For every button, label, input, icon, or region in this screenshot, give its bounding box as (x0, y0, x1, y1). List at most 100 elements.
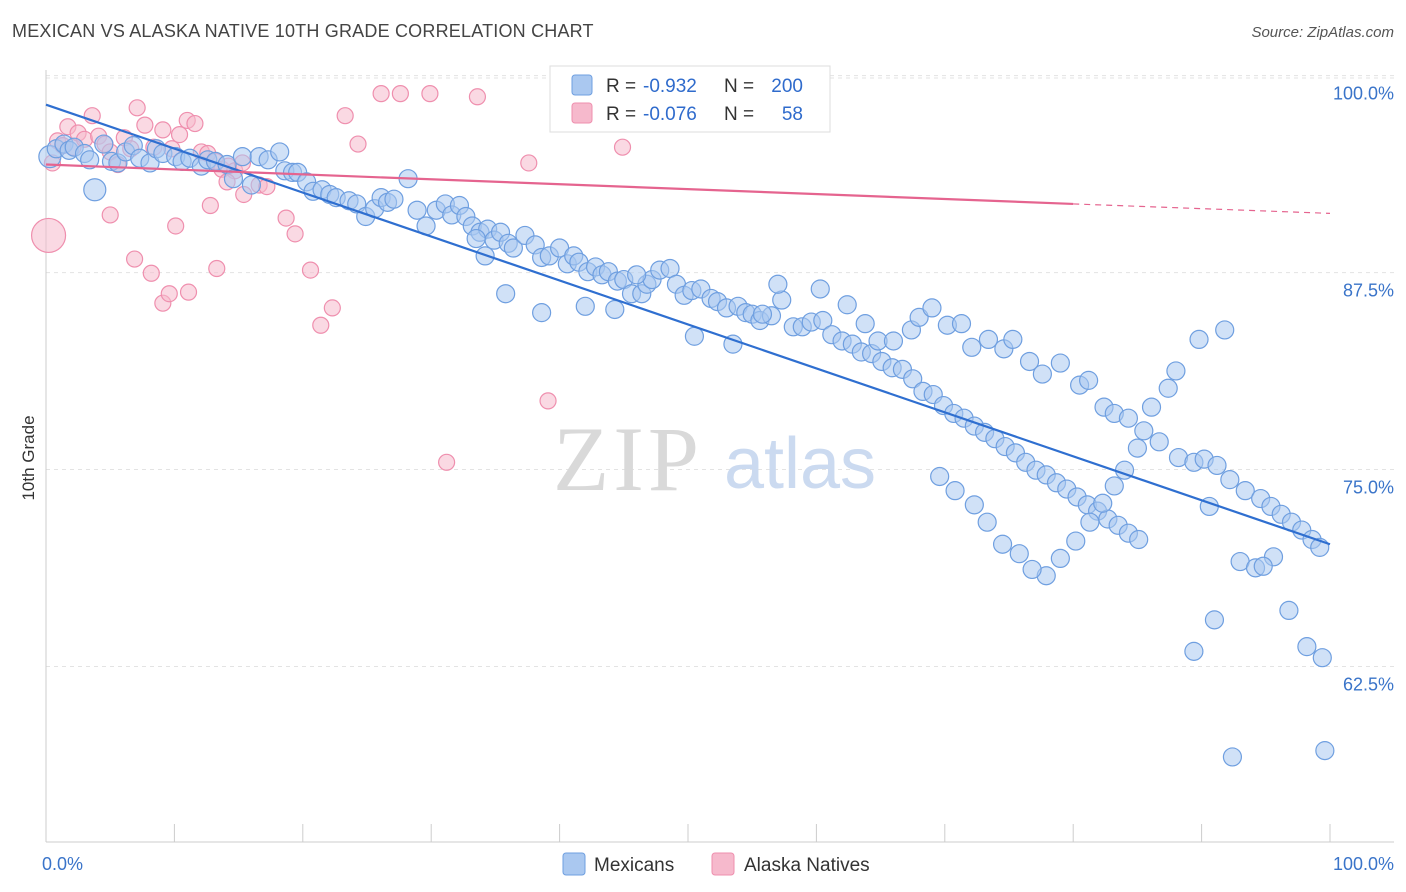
alaska-native-point (201, 196, 219, 215)
alaska-native-point (136, 116, 154, 134)
alaska-native-point (167, 217, 185, 235)
legend-r-label: R = (606, 76, 636, 97)
mexican-point (772, 290, 792, 310)
mexican-point (627, 265, 647, 285)
mexican-point (94, 134, 114, 154)
mexican-point (1166, 361, 1186, 381)
chart-source: Source: ZipAtlas.com (1251, 24, 1394, 41)
mexican-point (909, 307, 929, 327)
mexican-point (883, 331, 904, 351)
mexican-point (930, 466, 950, 487)
alaska-native-point (170, 125, 189, 144)
mexican-point (1050, 548, 1070, 569)
alaska-native-point (421, 85, 439, 103)
stats-legend: R = -0.932 N = 200 R = -0.076 N = 58 (549, 65, 831, 133)
alaska-native-point (336, 107, 354, 125)
mexican-point (1253, 556, 1273, 576)
mexican-point (1297, 637, 1317, 657)
y-tick-labels: 62.5% 75.0% 87.5% 100.0% (1333, 84, 1394, 695)
x-tick-label: 0.0% (42, 854, 83, 874)
watermark-atlas: atlas (724, 424, 876, 504)
alaska-trend-line (45, 163, 1074, 206)
axes (45, 70, 1394, 843)
mexican-point (270, 142, 290, 162)
x-tick-label: 100.0% (1333, 854, 1394, 874)
mexican-point (922, 298, 942, 318)
trend-lines (45, 103, 1331, 546)
mexicans-points (38, 134, 1335, 767)
mexican-point (532, 303, 552, 323)
mexican-point (605, 299, 625, 320)
alaska-native-point (128, 99, 146, 117)
mexican-point (951, 314, 972, 334)
y-tick-label: 87.5% (1343, 281, 1394, 301)
mexican-point (1220, 470, 1240, 490)
mexican-point (978, 329, 999, 350)
mexican-point (496, 284, 516, 304)
mexican-point (1184, 641, 1204, 661)
series-label-alaska: Alaska Natives (744, 855, 870, 876)
mexican-point (1129, 529, 1149, 550)
alaska-trend-extension (1073, 203, 1331, 214)
legend-n-value: 200 (771, 76, 803, 97)
mexican-point (1050, 353, 1070, 373)
alaska-native-point (160, 285, 178, 303)
watermark-zip: ZIP (553, 408, 703, 510)
mexican-point (503, 238, 523, 258)
mexican-point (1066, 531, 1086, 551)
mexican-point (384, 189, 404, 209)
mexican-point (977, 512, 997, 532)
alaska-native-point (301, 261, 320, 279)
mexicans-trend-line (45, 103, 1331, 546)
alaska-native-point (286, 225, 304, 243)
mexican-point (1189, 329, 1209, 350)
mexican-point (241, 175, 262, 195)
mexican-point (407, 200, 427, 220)
alaska-native-point (323, 299, 341, 317)
legend-r-label: R = (606, 104, 636, 125)
legend-r-value: -0.076 (643, 104, 697, 125)
alaska-native-point (208, 259, 226, 278)
mexican-point (1215, 320, 1235, 340)
mexican-point (768, 274, 788, 294)
x-tick-labels: 0.0% 100.0% (42, 854, 1394, 874)
mexican-point (232, 147, 253, 167)
y-tick-label: 62.5% (1343, 674, 1394, 694)
mexican-point (1104, 476, 1124, 496)
series-legend: Mexicans Alaska Natives (562, 852, 870, 876)
series-swatch-mexicans (562, 852, 586, 876)
legend-box (549, 65, 831, 133)
mexican-point (810, 279, 830, 299)
legend-r-value: -0.932 (643, 76, 697, 97)
mexican-point (1149, 432, 1169, 452)
mexican-point (80, 150, 100, 170)
mexican-point (1235, 481, 1255, 501)
alaska-native-point (391, 85, 409, 103)
mexican-point (1009, 544, 1029, 564)
mexican-point (992, 534, 1013, 554)
mexican-point (1080, 512, 1100, 532)
legend-n-label: N = (724, 104, 754, 125)
mexican-point (1134, 421, 1154, 441)
alaska-native-point (372, 85, 390, 103)
mexican-point (1003, 329, 1023, 350)
mexican-point (964, 495, 984, 515)
mexican-point (962, 337, 982, 357)
mexican-point (83, 178, 107, 202)
alaska-native-point (312, 316, 330, 334)
alaska-native-point (179, 283, 198, 301)
alaska-native-point (539, 392, 557, 410)
mexican-point (1222, 747, 1243, 767)
mexican-point (1204, 610, 1225, 630)
series-label-mexicans: Mexicans (594, 855, 674, 876)
series-swatch-alaska (711, 852, 735, 876)
mexican-point (1312, 648, 1332, 668)
mexican-point (1141, 397, 1162, 417)
mexican-point (1207, 455, 1227, 476)
mexican-point (575, 296, 595, 316)
alaska-native-point (349, 135, 367, 153)
mexican-point (855, 314, 875, 334)
alaska-native-point (30, 217, 67, 254)
mexican-point (1315, 741, 1335, 761)
alaska-native-point (613, 138, 632, 156)
